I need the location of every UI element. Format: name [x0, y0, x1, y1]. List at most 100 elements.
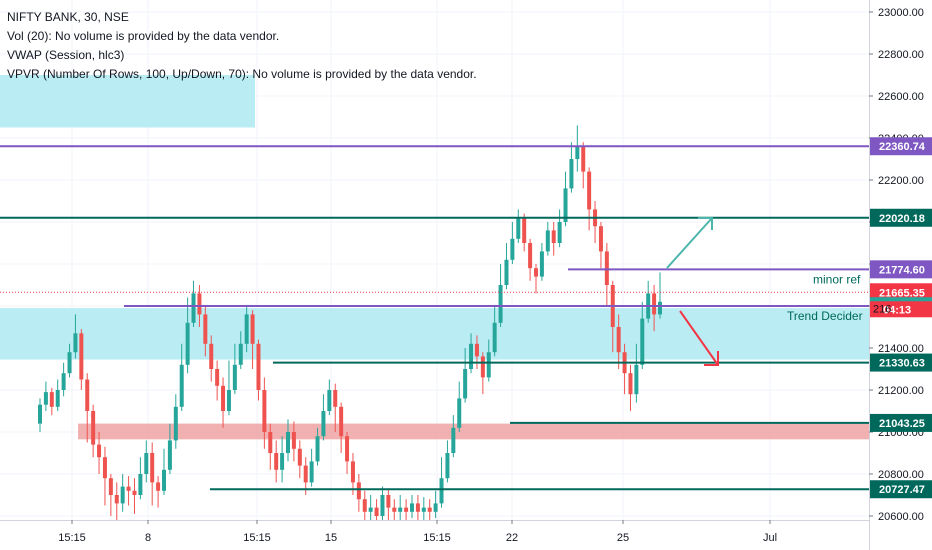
level-22020-tag-label: 22020.18	[879, 213, 925, 225]
candle-body	[510, 238, 515, 260]
countdown-label: 04:13	[883, 304, 911, 316]
price-tick-label: 22200.00	[878, 175, 924, 187]
candle-body	[492, 322, 497, 353]
candle-body	[226, 390, 231, 411]
candle-body	[49, 392, 54, 407]
time-tick-label: 25	[617, 532, 629, 544]
level-21774-tag-label: 21774.60	[879, 264, 925, 276]
candle-body	[55, 390, 60, 407]
candle-body	[457, 398, 462, 428]
candle-body	[250, 314, 255, 344]
candle-body	[150, 453, 155, 483]
candle-body	[516, 217, 521, 239]
level-22360-tag-label: 22360.74	[879, 141, 926, 153]
time-axis[interactable]	[0, 520, 869, 550]
level-21330-tag	[870, 353, 932, 372]
candle-body	[232, 364, 237, 390]
candle-body	[427, 507, 432, 512]
price-tick-label: 20800.00	[878, 469, 924, 481]
candle-body	[398, 507, 403, 512]
price-tick-label: 22800.00	[878, 49, 924, 61]
candle-body	[61, 373, 66, 390]
candle-body	[528, 243, 533, 269]
candle-body	[463, 369, 468, 399]
price-tick-label: 22600.00	[878, 91, 924, 103]
candle-body	[534, 268, 538, 277]
candle-body	[268, 432, 273, 453]
candle-body	[545, 230, 550, 252]
level-21665-tag	[870, 283, 932, 302]
candle-body	[652, 293, 657, 315]
candle-body	[480, 356, 485, 378]
candle-body	[327, 390, 332, 411]
candle-body	[274, 453, 279, 470]
candle-body	[297, 448, 302, 466]
candle-body	[185, 322, 190, 365]
bullish-arrow-line	[666, 217, 713, 269]
candle-body	[209, 343, 214, 369]
candle-body	[339, 406, 344, 437]
candle-body	[616, 327, 621, 353]
bullish-arrow-head	[698, 217, 713, 230]
candle-body	[439, 478, 444, 504]
candle-body	[563, 188, 568, 222]
candle-body	[604, 251, 609, 285]
candle-body	[451, 427, 456, 453]
candle-body	[321, 411, 326, 437]
candle-body	[173, 406, 178, 441]
candle-body	[522, 217, 527, 243]
level-21774-tag	[870, 260, 932, 279]
candle-body	[67, 352, 72, 374]
candle-body	[415, 503, 420, 512]
candle-body	[345, 436, 350, 462]
candle-body	[445, 453, 450, 479]
candle-body	[108, 478, 113, 495]
candle-body	[309, 461, 314, 483]
candle-body	[43, 392, 48, 405]
candle-body	[102, 457, 107, 479]
level-21043-tag-label: 21043.25	[879, 418, 925, 430]
candle-body	[138, 474, 143, 495]
time-tick-label: 15:15	[58, 532, 86, 544]
candle-body	[569, 159, 574, 189]
price-tick-label: 23000.00	[878, 7, 924, 19]
candle-body	[191, 293, 196, 323]
candle-body	[557, 222, 562, 243]
candle-body	[634, 364, 639, 395]
candle-body	[504, 259, 509, 285]
price-tick-label: 21200.00	[878, 385, 924, 397]
candle-body	[280, 453, 285, 470]
partial-tick-label: 216	[873, 303, 891, 315]
candle-body	[162, 469, 166, 491]
candle-body	[356, 482, 361, 500]
time-tick-label: 15	[325, 532, 337, 544]
legend-vpvr: VPVR (Number Of Rows, 100, Up/Down, 70):…	[7, 67, 477, 81]
candle-body	[38, 404, 42, 424]
candle-body	[256, 343, 261, 390]
candle-body	[291, 432, 296, 449]
candle-body	[91, 411, 96, 445]
level-21043-tag	[870, 413, 932, 432]
candle-body	[410, 503, 414, 512]
candle-body	[404, 507, 409, 512]
candle-body	[179, 364, 184, 407]
candle-body	[215, 369, 220, 386]
legend-symbol: NIFTY BANK, 30, NSE	[7, 10, 129, 24]
level-21330-tag-label: 21330.63	[879, 358, 925, 370]
candle-body	[120, 486, 125, 504]
candle-body	[132, 490, 137, 495]
candle-body	[197, 293, 202, 315]
candle-body	[628, 373, 633, 395]
candle-body	[539, 251, 544, 277]
candle-body	[221, 385, 226, 411]
chart-legend: NIFTY BANK, 30, NSE Vol (20): No volume …	[7, 8, 477, 84]
trend-decider-label: Trend Decider	[787, 309, 863, 323]
candle-body	[551, 230, 556, 243]
candle-body	[238, 343, 243, 365]
level-22360-tag	[870, 137, 932, 156]
candle-body	[315, 436, 320, 462]
candle-body	[362, 499, 367, 512]
candle-body	[167, 440, 172, 470]
candle-body	[97, 444, 102, 458]
